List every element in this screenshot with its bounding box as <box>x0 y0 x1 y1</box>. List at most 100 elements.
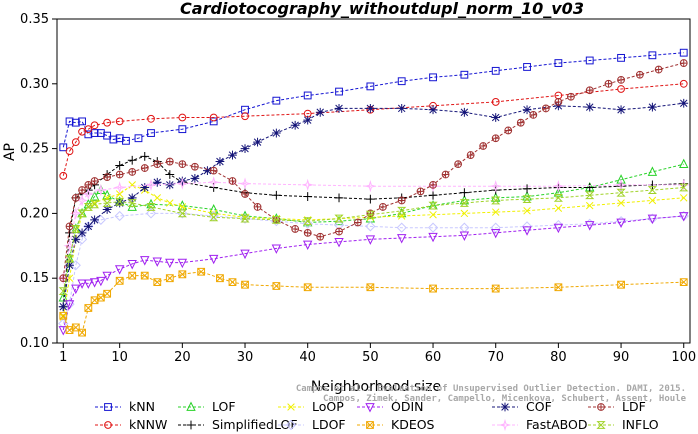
data-point <box>84 181 92 189</box>
data-point <box>71 225 81 233</box>
x-tick-label: 40 <box>299 350 316 365</box>
series-kdeos <box>59 267 688 337</box>
data-point <box>459 231 470 241</box>
legend-marker <box>285 419 297 431</box>
data-point <box>147 129 155 137</box>
data-point <box>114 265 125 275</box>
series-inflo <box>58 183 689 296</box>
data-point <box>529 111 537 119</box>
legend-label: LDOF <box>312 417 346 432</box>
data-point <box>71 118 80 127</box>
data-point <box>428 232 438 243</box>
legend-label: KDEOS <box>391 417 435 432</box>
data-point <box>491 196 501 205</box>
data-point <box>396 222 407 233</box>
data-point <box>58 326 68 336</box>
data-point <box>647 214 658 225</box>
data-point <box>102 271 112 282</box>
data-point <box>459 199 469 207</box>
data-point <box>491 228 501 239</box>
data-point <box>522 105 532 115</box>
legend-item-inflo: INFLO <box>588 417 659 432</box>
data-point <box>489 180 502 193</box>
series-cof <box>58 98 689 312</box>
data-point <box>76 234 88 245</box>
data-point <box>379 203 387 211</box>
data-point <box>77 228 87 238</box>
data-point <box>617 76 625 84</box>
x-tick-label: 60 <box>425 350 442 365</box>
data-point <box>605 80 612 88</box>
data-point <box>648 196 657 205</box>
data-point <box>71 138 80 147</box>
y-tick-label: 0.10 <box>20 336 49 351</box>
data-point <box>291 225 299 233</box>
data-point <box>241 112 249 121</box>
series-knn <box>59 48 688 152</box>
x-tick-label: 20 <box>174 350 191 365</box>
data-point <box>240 249 250 260</box>
data-point <box>90 129 99 137</box>
data-point <box>207 176 220 189</box>
x-tick-label: 30 <box>237 350 254 365</box>
data-point <box>72 194 80 202</box>
legend-label: LOF <box>212 399 236 414</box>
data-point <box>140 183 150 192</box>
y-axis-label: AP <box>2 143 18 161</box>
data-point <box>365 210 375 219</box>
legend-label: COF <box>526 399 552 414</box>
data-point <box>89 200 100 209</box>
data-point <box>66 222 73 230</box>
data-point <box>397 104 407 113</box>
data-point <box>585 201 594 210</box>
data-point <box>115 276 124 285</box>
data-point <box>89 191 100 201</box>
series-loop <box>59 181 688 321</box>
legend-marker <box>597 403 605 411</box>
data-point <box>517 119 525 127</box>
data-point <box>128 168 136 176</box>
data-point <box>442 171 449 178</box>
data-point <box>679 79 688 88</box>
legend-item-ldof: LDOF <box>278 417 346 432</box>
data-point <box>127 193 137 203</box>
data-point <box>69 207 82 220</box>
legend-marker <box>366 421 374 429</box>
data-point <box>84 304 93 312</box>
data-point <box>177 176 187 186</box>
data-point <box>57 272 70 285</box>
data-point <box>553 187 564 197</box>
data-point <box>554 59 563 67</box>
data-point <box>94 183 108 197</box>
data-point <box>616 105 626 115</box>
data-point <box>115 198 125 208</box>
data-point <box>59 171 68 180</box>
data-point <box>552 180 565 193</box>
data-point <box>303 115 313 125</box>
data-point <box>429 210 437 219</box>
data-point <box>460 209 469 218</box>
data-point <box>272 96 281 105</box>
data-point <box>83 221 93 231</box>
y-tick-label: 0.15 <box>20 271 49 286</box>
data-point <box>178 125 187 134</box>
data-point <box>83 203 93 211</box>
data-point <box>335 87 343 96</box>
legend-marker <box>287 403 295 411</box>
plot-area <box>57 48 690 337</box>
data-point <box>584 218 595 229</box>
data-point <box>238 177 252 190</box>
x-tick-label: 1 <box>59 350 67 365</box>
legend-label: LoOP <box>312 399 344 414</box>
data-point <box>542 105 550 112</box>
data-point <box>102 189 112 200</box>
legend: kNN kNNW LOF SimplifiedLOF LoOP LDOF ODIN KDEOS… <box>95 399 659 432</box>
y-tick-label: 0.25 <box>20 142 49 157</box>
data-point <box>290 120 300 130</box>
data-point <box>585 183 595 192</box>
data-point <box>115 117 124 126</box>
data-point <box>679 194 688 202</box>
data-point <box>165 274 174 283</box>
data-point <box>209 113 218 122</box>
data-point <box>647 102 657 112</box>
